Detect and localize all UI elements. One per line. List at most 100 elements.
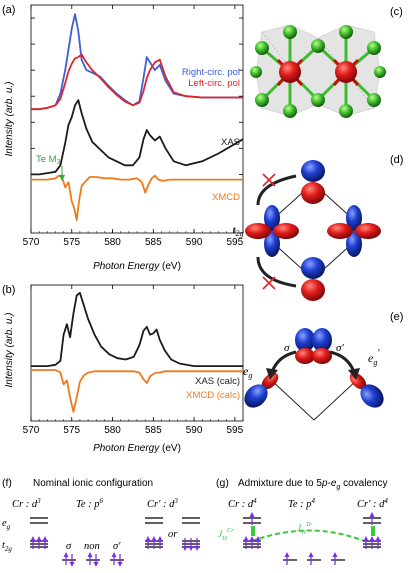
t2g-orbital-diagram: (d) t2g: [232, 154, 403, 301]
panel-label-a: (a): [2, 4, 15, 16]
sigma-prime-arrowhead: [348, 368, 360, 380]
te-p-electron-head: [63, 552, 69, 557]
series-line-left-circ-pol: [31, 53, 243, 111]
panel-f-ionic-configuration: (f) Nominal ionic configuration Cr : d3 …: [2, 477, 200, 567]
cr-eg-lobe: [244, 384, 268, 408]
legend-right-circ: Right-circ. pol: [182, 67, 240, 78]
g-crp-config: Cr' : d4: [357, 497, 388, 510]
te-p-electron-head: [332, 552, 338, 557]
cr-t2g-lobe: [346, 231, 362, 257]
cr-t2g-lobe: [327, 223, 353, 239]
eg-electron-head: [369, 512, 375, 517]
label-xmcd: XMCD: [212, 192, 240, 203]
x-tick-label: 585: [145, 425, 162, 436]
te-eg-lobe: [295, 348, 315, 364]
te-m3-annotation: Te M3: [36, 154, 61, 166]
x-tick-label: 595: [227, 425, 244, 436]
series-line-xmcd-calc: [31, 369, 243, 413]
ylabel-b: Intensity (arb. u.): [4, 312, 15, 387]
f-cr-config: Cr : d3: [12, 497, 41, 510]
te-p-orbital: [301, 257, 325, 279]
covalency-bar: [371, 526, 375, 536]
x-tick-label: 580: [104, 237, 121, 248]
g-jh-cr-label: JHCr: [218, 527, 234, 542]
energy-levels-g: [243, 512, 381, 565]
t2g-electron-head: [151, 536, 157, 541]
x-tick-label: 580: [104, 425, 121, 436]
te-p-electron-head: [93, 562, 99, 567]
panel-g-title: Admixture due to 5p-eg covalency: [238, 478, 388, 491]
t2g-electron-head: [42, 536, 48, 541]
cr-eg-lobe: [261, 372, 279, 390]
panel-g-covalency: (g) Admixture due to 5p-eg covalency Cr …: [216, 477, 388, 565]
f-t2g-label: t2g: [2, 540, 12, 553]
eg-electron-head: [249, 512, 255, 517]
te-atoms: [250, 25, 386, 118]
sigma-arrowhead: [266, 368, 278, 380]
panel-label-d: (d): [390, 154, 403, 166]
hopping-arc: [256, 174, 297, 206]
series-a: [31, 13, 244, 221]
f-te-config: Te : p6: [76, 497, 104, 510]
t2g-electron-head: [182, 546, 188, 551]
sigma-prime-arrow: [329, 350, 356, 373]
sigma-arrow: [270, 350, 297, 373]
cr-t2g-lobe: [245, 223, 271, 239]
f-crp-config: Cr' : d3: [147, 497, 178, 510]
eg-label-e: eg: [243, 364, 252, 380]
cr-atom: [279, 61, 301, 83]
f-sigma-prime-label: σ': [113, 541, 121, 552]
cr-t2g-lobe: [273, 223, 299, 239]
t2g-label-d: t2g: [232, 224, 243, 238]
eg-orbital-diagram: (e) σ σ' eg eg′: [243, 311, 403, 421]
te-p-orbital: [301, 279, 325, 301]
ylabel-a: Intensity (arb. u.): [4, 81, 15, 156]
energy-levels-f: [30, 517, 200, 567]
t2g-electron-head: [36, 536, 42, 541]
t2g-electron-head: [375, 536, 381, 541]
x-tick-label: 590: [186, 237, 203, 248]
cr-atom: [335, 61, 357, 83]
g-cr-config: Cr : d4: [228, 497, 257, 510]
x-tick-label: 585: [145, 237, 162, 248]
axis-ticks-a: 570 575 580 585 590 595: [23, 5, 244, 248]
bond-angle: [269, 378, 359, 421]
series-line-xmcd: [31, 174, 243, 221]
cr-t2g-lobe: [355, 223, 381, 239]
chart-a: (a) 570 575 580 585 590 595 Intensity (arb. u…: [2, 4, 244, 248]
cr-eg-lobe: [360, 384, 384, 408]
f-sigma-label: σ: [66, 541, 72, 552]
f-eg-label: eg: [2, 518, 11, 531]
t2g-electron-head: [157, 536, 163, 541]
t2g-electron-head: [194, 546, 200, 551]
sigma-prime-label: σ': [336, 342, 344, 354]
x-tick-label: 595: [227, 237, 244, 248]
cr-t2g-lobe: [264, 231, 280, 257]
cr-t2g-lobe: [264, 205, 280, 231]
te-p-electron-head: [284, 552, 290, 557]
t2g-electron-head: [363, 536, 369, 541]
label-xas-calc: XAS (calc): [195, 376, 240, 387]
te-eg-lobe: [312, 348, 332, 364]
te-p-electron-head: [117, 562, 123, 567]
t2g-electron-head: [249, 536, 255, 541]
x-tick-label: 575: [63, 425, 80, 436]
g-te-config: Te : p4: [288, 497, 316, 510]
hopping-arc: [256, 256, 297, 288]
f-or-label: or: [168, 529, 178, 540]
label-xmcd-calc: XMCD (calc): [186, 390, 240, 401]
forbidden-cross-icon: [262, 173, 276, 290]
x-tick-label: 570: [23, 425, 40, 436]
te-eg-lobe: [295, 328, 315, 352]
x-tick-label: 590: [186, 425, 203, 436]
te-m3-arrowhead: [59, 175, 65, 181]
t2g-electron-head: [255, 536, 261, 541]
panel-label-b: (b): [2, 284, 15, 296]
xlabel-b: Photon Energy (eV): [93, 443, 181, 454]
series-b: [31, 291, 243, 413]
te-p-electron-head: [69, 562, 75, 567]
series-line-xas-calc: [31, 291, 243, 368]
chart-b: (b) 570 575 580 585 590 595 Intensity (arb. u…: [2, 284, 244, 454]
crystal-structure: (c): [250, 6, 403, 118]
